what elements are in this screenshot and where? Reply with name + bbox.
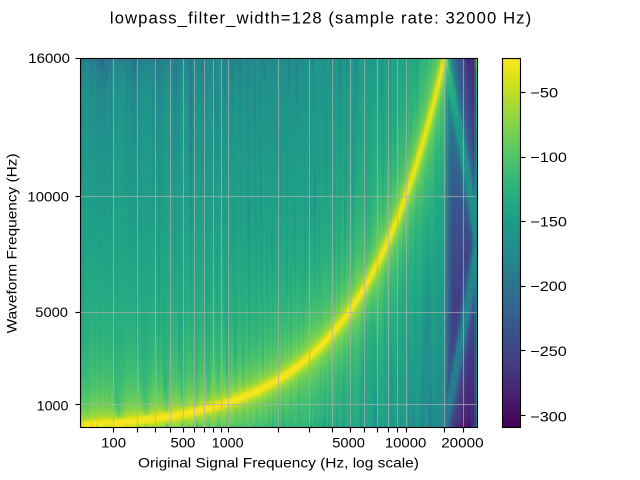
svg-text:20000: 20000 <box>441 436 483 451</box>
svg-text:100: 100 <box>101 436 126 451</box>
svg-text:−250: −250 <box>530 344 566 360</box>
svg-text:1000: 1000 <box>212 435 244 451</box>
svg-text:−300: −300 <box>530 409 566 425</box>
svg-text:1000: 1000 <box>37 398 69 414</box>
svg-text:10000: 10000 <box>385 436 426 451</box>
svg-text:−200: −200 <box>530 279 566 295</box>
svg-text:lowpass_filter_width=128 (samp: lowpass_filter_width=128 (sample rate: 3… <box>110 9 531 28</box>
svg-text:500: 500 <box>170 436 195 451</box>
svg-text:Original Signal Frequency (Hz,: Original Signal Frequency (Hz, log scale… <box>138 456 419 471</box>
svg-text:Waveform Frequency (Hz): Waveform Frequency (Hz) <box>5 153 20 333</box>
svg-text:16000: 16000 <box>28 51 70 66</box>
svg-text:5000: 5000 <box>35 305 68 321</box>
svg-text:5000: 5000 <box>332 436 365 452</box>
svg-text:−100: −100 <box>530 150 567 166</box>
svg-text:−50: −50 <box>530 86 558 102</box>
svg-text:10000: 10000 <box>27 190 68 205</box>
svg-text:−150: −150 <box>530 215 567 231</box>
